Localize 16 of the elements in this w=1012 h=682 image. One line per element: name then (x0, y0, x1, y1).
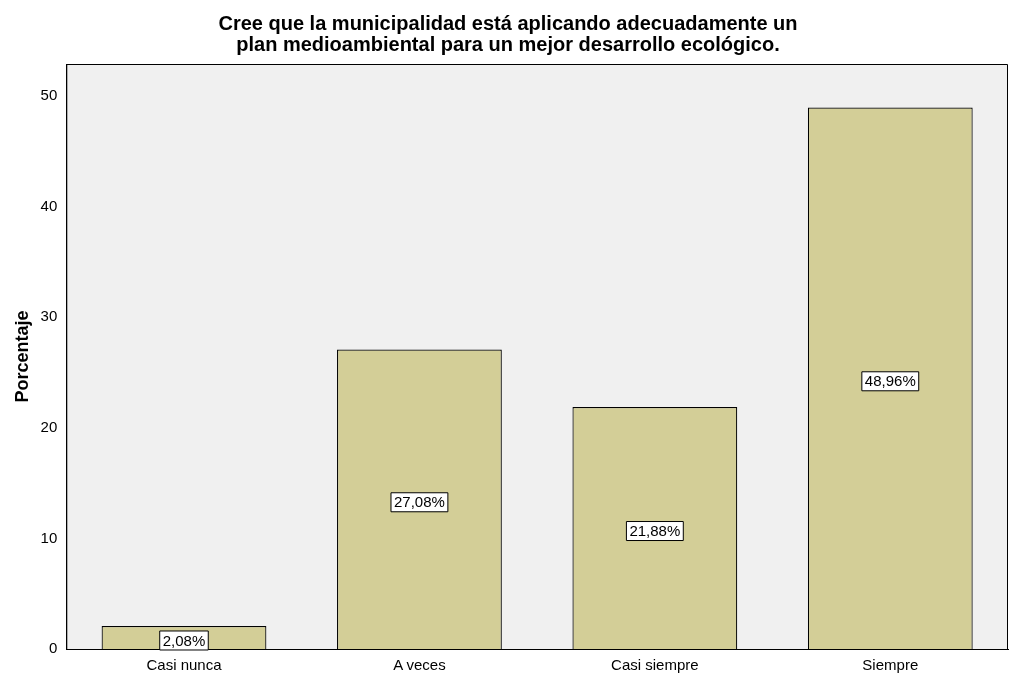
y-tick-label: 10 (40, 528, 58, 546)
data-label: 2,08% (162, 631, 206, 649)
data-label: 27,08% (393, 493, 445, 511)
x-tick-label: A veces (393, 656, 446, 674)
y-tick-label: 20 (40, 417, 58, 435)
x-tick-label: Casi nunca (146, 656, 223, 674)
y-tick-label: 30 (40, 307, 58, 325)
y-tick-label: 40 (40, 196, 58, 214)
y-axis-title: Porcentaje (11, 310, 32, 403)
chart-title: Cree que la municipalidad está aplicando adecuadamente un plan medioambiental para un mejor desarrollo ecológico. (218, 12, 798, 56)
x-tick-label: Casi siempre (611, 656, 699, 674)
y-tick-label: 0 (48, 639, 58, 657)
y-tick-label: 50 (40, 86, 58, 104)
data-label: 48,96% (864, 372, 916, 390)
data-label: 21,88% (629, 522, 681, 540)
x-tick-label: Siempre (862, 656, 919, 674)
